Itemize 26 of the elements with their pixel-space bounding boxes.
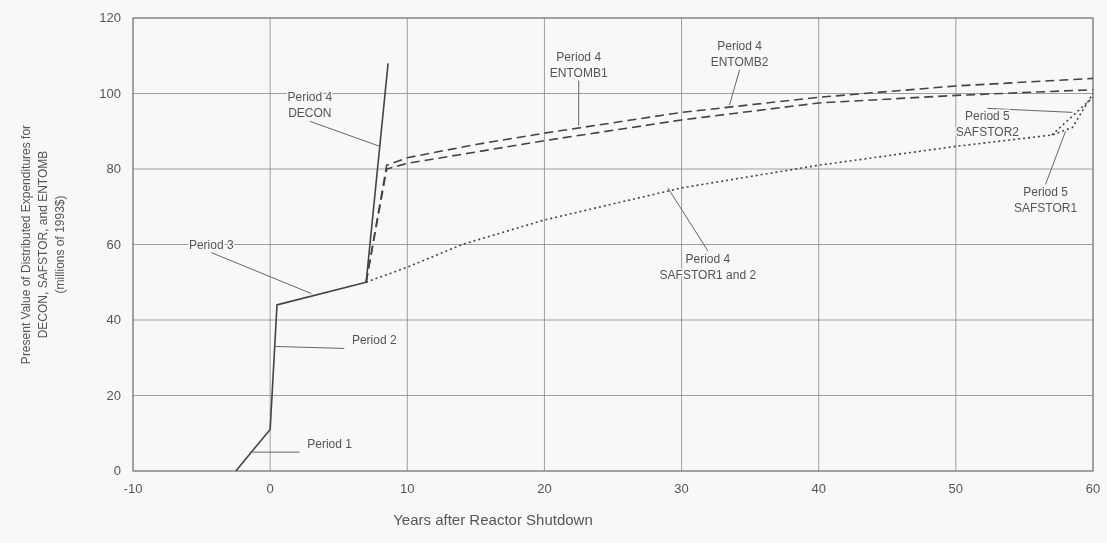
x-tick-label: 0	[266, 481, 274, 496]
x-tick-label: -10	[123, 481, 143, 496]
y-tick-label: 0	[113, 463, 121, 478]
annotation: Period 1	[307, 437, 353, 452]
annotation: Period 5 SAFSTOR2	[955, 109, 1020, 140]
y-tick-label: 20	[106, 387, 121, 403]
y-tick-label: 80	[106, 161, 121, 176]
y-tick-label: 40	[106, 312, 121, 327]
annotation: Period 4 DECON	[287, 90, 333, 121]
annotation: Period 2	[351, 333, 397, 348]
x-tick-label: 10	[400, 481, 415, 496]
y-tick-label: 120	[99, 10, 121, 25]
annotation: Period 5 SAFSTOR1	[1014, 185, 1078, 216]
x-tick-label: 50	[948, 481, 964, 496]
x-axis-title: Years after Reactor Shutdown	[393, 511, 593, 528]
annotation: Period 4 ENTOMB2	[710, 38, 769, 69]
x-tick-label: 20	[537, 481, 552, 496]
x-tick-label: 30	[674, 481, 689, 496]
y-axis-title: Present Value of Distributed Expenditures for DECON, SAFSTOR, and ENTOMB (millions of 1993$)	[19, 124, 67, 365]
annotation: Period 3	[188, 237, 234, 252]
y-tick-label: 100	[99, 85, 121, 101]
annotation: Period 4 SAFSTOR1 and 2	[659, 251, 757, 282]
x-tick-label: 40	[811, 481, 826, 496]
x-tick-label: 60	[1085, 481, 1101, 496]
annotation: Period 4 ENTOMB1	[549, 49, 608, 80]
y-tick-label: 60	[106, 236, 121, 252]
